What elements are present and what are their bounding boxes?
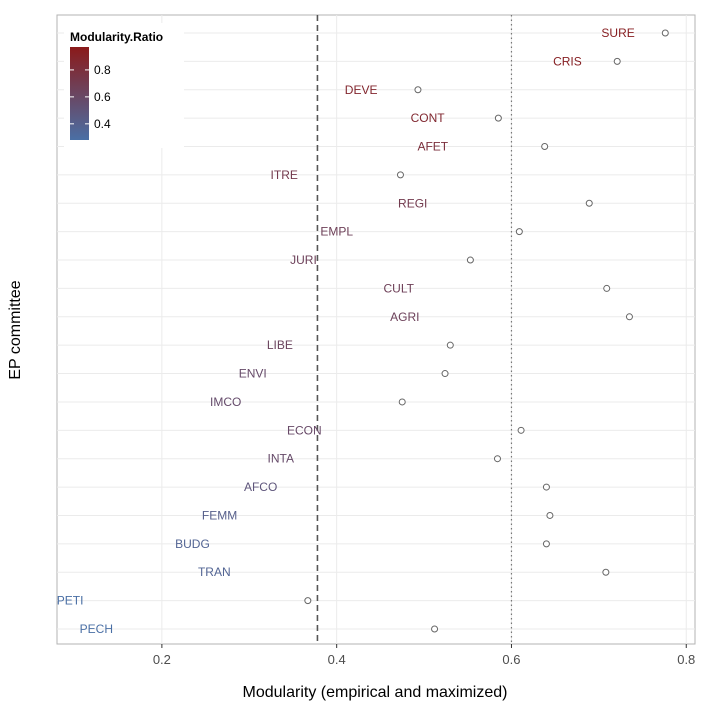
point-econ <box>517 426 525 434</box>
x-tick-label: 0.4 <box>328 652 346 667</box>
legend-colorbar <box>70 47 89 140</box>
label-tran: TRAN <box>198 565 231 579</box>
point-empl <box>515 228 523 236</box>
point-afco <box>542 483 550 491</box>
label-juri: JURI <box>290 253 317 267</box>
label-cont: CONT <box>411 111 446 125</box>
point-inta <box>493 455 501 463</box>
point-deve <box>414 86 422 94</box>
x-tick-label: 0.6 <box>502 652 520 667</box>
data-points <box>304 29 669 633</box>
label-afco: AFCO <box>244 480 277 494</box>
label-sure: SURE <box>601 26 634 40</box>
x-tick-label: 0.8 <box>677 652 695 667</box>
label-regi: REGI <box>398 196 427 210</box>
point-imco <box>398 398 406 406</box>
label-cris: CRIS <box>553 54 582 68</box>
point-envi <box>441 370 449 378</box>
point-afet <box>541 143 549 151</box>
label-pech: PECH <box>80 622 113 636</box>
label-afet: AFET <box>417 140 448 154</box>
x-tick-label: 0.2 <box>153 652 171 667</box>
y-axis-title: EP committee <box>7 280 24 379</box>
legend: Modularity.Ratio 0.8 0.6 0.4 <box>64 23 184 148</box>
point-agri <box>625 313 633 321</box>
label-imco: IMCO <box>210 395 241 409</box>
point-pech <box>431 625 439 633</box>
point-cult <box>603 284 611 292</box>
point-tran <box>602 568 610 576</box>
label-budg: BUDG <box>175 537 210 551</box>
point-femm <box>546 511 554 519</box>
legend-tick-label: 0.8 <box>94 63 111 77</box>
label-envi: ENVI <box>239 367 267 381</box>
legend-tick-label: 0.6 <box>94 90 111 104</box>
label-itre: ITRE <box>271 168 298 182</box>
point-peti <box>304 597 312 605</box>
point-juri <box>466 256 474 264</box>
x-axis-ticks: 0.2 0.4 0.6 0.8 <box>153 644 695 667</box>
legend-ticks: 0.8 0.6 0.4 <box>70 63 111 131</box>
label-femm: FEMM <box>202 508 237 522</box>
point-cont <box>494 114 502 122</box>
point-budg <box>542 540 550 548</box>
label-libe: LIBE <box>267 338 293 352</box>
label-empl: EMPL <box>320 225 353 239</box>
point-itre <box>396 171 404 179</box>
label-econ: ECON <box>287 423 322 437</box>
point-cris <box>613 57 621 65</box>
point-libe <box>446 341 454 349</box>
label-inta: INTA <box>268 452 294 466</box>
reference-lines <box>316 15 513 644</box>
point-sure <box>661 29 669 37</box>
x-axis-title: Modularity (empirical and maximized) <box>243 684 508 701</box>
label-agri: AGRI <box>390 310 419 324</box>
point-regi <box>585 199 593 207</box>
label-peti: PETI <box>57 594 84 608</box>
legend-tick-label: 0.4 <box>94 117 111 131</box>
label-deve: DEVE <box>345 83 378 97</box>
legend-title: Modularity.Ratio <box>70 30 163 44</box>
label-cult: CULT <box>383 281 414 295</box>
